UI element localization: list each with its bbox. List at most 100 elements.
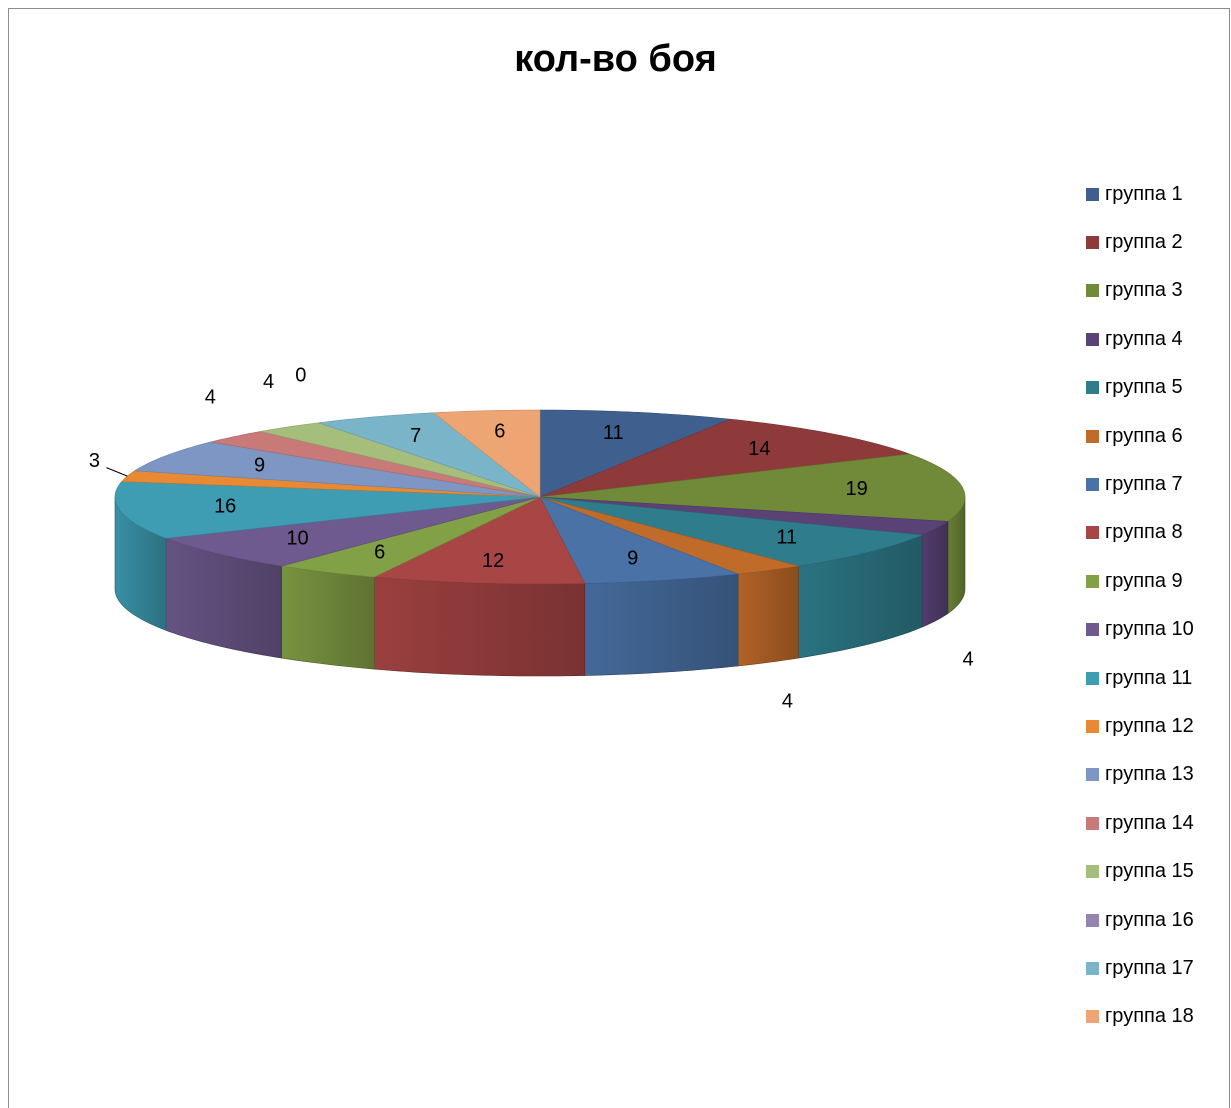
legend-item-18: группа 18 [1086, 993, 1194, 1041]
pie-slice-11 [114, 481, 541, 539]
pie-slice-18 [432, 409, 541, 498]
legend-swatch [1086, 236, 1099, 250]
legend-swatch [1086, 284, 1099, 298]
pie-slice-1 [539, 409, 731, 498]
data-label-11: 16 [214, 496, 236, 518]
legend-swatch [1086, 671, 1099, 685]
legend-label: группа 4 [1105, 327, 1183, 350]
pie-slice-14 [210, 431, 541, 498]
legend-swatch [1086, 429, 1099, 443]
legend-label: группа 12 [1105, 714, 1194, 737]
pie-slice-13 [133, 441, 541, 498]
legend-label: группа 7 [1105, 473, 1183, 496]
pie-slice-17 [318, 412, 541, 498]
legend-swatch [1086, 187, 1099, 201]
legend-swatch [1086, 865, 1099, 879]
legend-label: группа 6 [1105, 424, 1183, 447]
data-label-3: 19 [845, 478, 867, 500]
legend-item-13: группа 13 [1086, 751, 1194, 799]
legend-item-1: группа 1 [1086, 170, 1194, 218]
legend-item-12: группа 12 [1086, 702, 1194, 750]
legend-item-6: группа 6 [1086, 412, 1194, 460]
pie-side-8 [373, 576, 586, 677]
legend-item-2: группа 2 [1086, 218, 1194, 266]
pie-top-faces [114, 409, 966, 585]
pie-side-7 [584, 573, 739, 676]
pie-slice-6 [539, 496, 799, 575]
legend-swatch [1086, 719, 1099, 733]
legend-item-3: группа 3 [1086, 267, 1194, 315]
pie-slice-10 [166, 496, 541, 567]
data-label-7: 9 [627, 548, 638, 570]
data-label-8: 12 [482, 550, 504, 572]
chart-legend: группа 1 группа 2 группа 3 группа 4 группа 5… [1086, 170, 1194, 1041]
legend-label: группа 8 [1105, 521, 1183, 544]
legend-swatch [1086, 816, 1099, 830]
pie-slice-5 [539, 496, 923, 567]
legend-item-5: группа 5 [1086, 364, 1194, 412]
pie-slice-15 [260, 422, 541, 498]
pie-side-walls [114, 496, 966, 677]
legend-swatch [1086, 961, 1099, 975]
legend-swatch [1086, 1010, 1099, 1024]
legend-label: группа 14 [1105, 811, 1194, 834]
data-label-15: 4 [263, 371, 274, 393]
data-label-4: 4 [963, 649, 974, 671]
legend-swatch [1086, 381, 1099, 395]
legend-swatch [1086, 768, 1099, 782]
legend-item-16: группа 16 [1086, 896, 1194, 944]
legend-item-7: группа 7 [1086, 460, 1194, 508]
data-label-1: 11 [603, 422, 624, 444]
pie-slice-9 [281, 496, 541, 578]
legend-label: группа 16 [1105, 908, 1194, 931]
legend-label: группа 9 [1105, 569, 1183, 592]
legend-swatch [1086, 574, 1099, 588]
legend-item-11: группа 11 [1086, 654, 1194, 702]
data-label-10: 10 [286, 528, 308, 550]
legend-item-4: группа 4 [1086, 315, 1194, 363]
pie-slice-2 [539, 418, 910, 498]
legend-label: группа 17 [1105, 956, 1194, 979]
data-label-5: 11 [776, 527, 797, 549]
legend-label: группа 10 [1105, 618, 1194, 641]
legend-item-17: группа 17 [1086, 944, 1194, 992]
pie-slice-7 [539, 496, 739, 584]
legend-label: группа 1 [1105, 182, 1183, 205]
legend-item-9: группа 9 [1086, 557, 1194, 605]
legend-swatch [1086, 526, 1099, 540]
pie-slice-4 [539, 496, 949, 536]
legend-label: группа 2 [1105, 231, 1183, 254]
leader-line [106, 467, 128, 477]
legend-label: группа 5 [1105, 376, 1183, 399]
legend-swatch [1086, 623, 1099, 637]
data-label-6: 4 [782, 691, 793, 713]
data-label-17: 7 [410, 425, 421, 447]
pie-slice-8 [373, 496, 586, 585]
legend-swatch [1086, 478, 1099, 492]
data-label-2: 14 [748, 438, 770, 460]
data-label-12: 3 [89, 450, 100, 472]
legend-label: группа 15 [1105, 860, 1194, 883]
legend-label: группа 18 [1105, 1005, 1194, 1028]
data-label-9: 6 [374, 542, 385, 564]
data-label-13: 9 [254, 454, 265, 476]
legend-swatch [1086, 913, 1099, 927]
data-label-14: 4 [205, 386, 216, 408]
pie-side-6 [737, 565, 799, 667]
legend-label: группа 11 [1105, 666, 1193, 689]
pie-side-4 [921, 520, 949, 628]
legend-item-14: группа 14 [1086, 799, 1194, 847]
data-label-18: 6 [494, 421, 505, 443]
pie-slice-3 [539, 453, 966, 522]
legend-swatch [1086, 332, 1099, 346]
legend-item-8: группа 8 [1086, 509, 1194, 557]
legend-item-15: группа 15 [1086, 847, 1194, 895]
pie-side-9 [281, 565, 375, 670]
legend-item-10: группа 10 [1086, 606, 1194, 654]
chart-title: кол-во боя [514, 38, 717, 80]
data-label-16: 0 [295, 364, 306, 386]
legend-label: группа 13 [1105, 763, 1194, 786]
legend-label: группа 3 [1105, 279, 1183, 302]
